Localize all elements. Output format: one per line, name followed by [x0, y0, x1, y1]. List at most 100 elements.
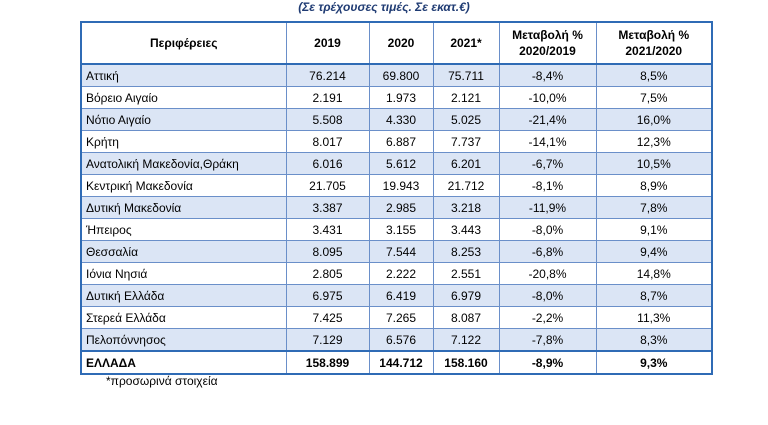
cell-value-2021: 3.443: [432, 218, 500, 241]
cell-value-2020: 7.265: [368, 306, 434, 329]
cell-change-2020-2019: -10,0%: [498, 86, 597, 109]
cell-change-2020-2019: -8,4%: [498, 63, 597, 87]
cell-value-2019: 21.705: [285, 174, 370, 197]
cell-value-2020: 6.887: [368, 130, 434, 153]
total-change-2020-2019: -8,9%: [498, 350, 597, 375]
cell-change-2021-2020: 10,5%: [595, 152, 713, 175]
cell-region: Βόρειο Αιγαίο: [80, 86, 287, 109]
cell-region: Κρήτη: [80, 130, 287, 153]
cell-value-2019: 7.425: [285, 306, 370, 329]
cell-value-2020: 19.943: [368, 174, 434, 197]
cell-value-2019: 7.129: [285, 328, 370, 352]
cell-value-2021: 7.122: [432, 328, 500, 352]
header-change1-line1: Μεταβολή %: [512, 28, 583, 42]
table-row: Ήπειρος 3.431 3.155 3.443 -8,0% 9,1%: [80, 218, 713, 241]
cell-value-2019: 5.508: [285, 108, 370, 131]
table-row: Κρήτη 8.017 6.887 7.737 -14,1% 12,3%: [80, 130, 713, 153]
cell-value-2020: 6.576: [368, 328, 434, 352]
total-value-2019: 158.899: [285, 350, 370, 375]
cell-value-2020: 69.800: [368, 63, 434, 87]
cell-change-2021-2020: 14,8%: [595, 262, 713, 285]
table-row: Πελοπόννησος 7.129 6.576 7.122 -7,8% 8,3%: [80, 328, 713, 352]
cell-region: Δυτική Μακεδονία: [80, 196, 287, 219]
cell-value-2020: 1.973: [368, 86, 434, 109]
cell-change-2020-2019: -6,7%: [498, 152, 597, 175]
cell-change-2021-2020: 16,0%: [595, 108, 713, 131]
cell-change-2020-2019: -20,8%: [498, 262, 597, 285]
table-row: Στερεά Ελλάδα 7.425 7.265 8.087 -2,2% 11,3%: [80, 306, 713, 329]
total-change-2021-2020: 9,3%: [595, 350, 713, 375]
cell-value-2021: 6.979: [432, 284, 500, 307]
cell-value-2019: 8.017: [285, 130, 370, 153]
header-change1-line2: 2020/2019: [519, 44, 576, 58]
cell-region: Ιόνια Νησιά: [80, 262, 287, 285]
cell-change-2021-2020: 7,5%: [595, 86, 713, 109]
header-2019: 2019: [285, 21, 370, 65]
header-2021: 2021*: [432, 21, 500, 65]
header-change2-line2: 2021/2020: [625, 44, 683, 58]
table-row: Αττική 76.214 69.800 75.711 -8,4% 8,5%: [80, 63, 713, 87]
cell-change-2021-2020: 8,3%: [595, 328, 713, 352]
cell-value-2021: 8.253: [432, 240, 500, 263]
table-subtitle: (Σε τρέχουσες τιμές. Σε εκατ.€): [298, 0, 470, 14]
cell-change-2020-2019: -6,8%: [498, 240, 597, 263]
cell-change-2021-2020: 9,4%: [595, 240, 713, 263]
table-row: Δυτική Ελλάδα 6.975 6.419 6.979 -8,0% 8,7%: [80, 284, 713, 307]
cell-value-2019: 3.431: [285, 218, 370, 241]
cell-change-2020-2019: -8,1%: [498, 174, 597, 197]
cell-value-2020: 2.985: [368, 196, 434, 219]
header-region: Περιφέρειες: [80, 21, 287, 65]
cell-value-2020: 7.544: [368, 240, 434, 263]
cell-value-2020: 2.222: [368, 262, 434, 285]
cell-region: Ήπειρος: [80, 218, 287, 241]
cell-region: Νότιο Αιγαίο: [80, 108, 287, 131]
cell-value-2021: 75.711: [432, 63, 500, 87]
header-change2-line1: Μεταβολή %: [618, 28, 690, 42]
table-row: Βόρειο Αιγαίο 2.191 1.973 2.121 -10,0% 7,5%: [80, 86, 713, 109]
cell-value-2021: 21.712: [432, 174, 500, 197]
table-row: Ιόνια Νησιά 2.805 2.222 2.551 -20,8% 14,8%: [80, 262, 713, 285]
cell-region: Πελοπόννησος: [80, 328, 287, 352]
cell-value-2021: 2.551: [432, 262, 500, 285]
cell-change-2020-2019: -11,9%: [498, 196, 597, 219]
total-value-2020: 144.712: [368, 350, 434, 375]
cell-region: Αττική: [80, 63, 287, 87]
total-region: ΕΛΛΑΔΑ: [80, 350, 287, 375]
cell-region: Στερεά Ελλάδα: [80, 306, 287, 329]
total-value-2021: 158.160: [432, 350, 500, 375]
table-row: Ανατολική Μακεδονία,Θράκη 6.016 5.612 6.201…: [80, 152, 713, 175]
cell-value-2021: 6.201: [432, 152, 500, 175]
table-row: Νότιο Αιγαίο 5.508 4.330 5.025 -21,4% 16,0%: [80, 108, 713, 131]
cell-change-2020-2019: -8,0%: [498, 218, 597, 241]
cell-value-2020: 3.155: [368, 218, 434, 241]
cell-change-2021-2020: 12,3%: [595, 130, 713, 153]
table-row: Κεντρική Μακεδονία 21.705 19.943 21.712 -8,1…: [80, 174, 713, 197]
cell-change-2021-2020: 11,3%: [595, 306, 713, 329]
cell-value-2021: 3.218: [432, 196, 500, 219]
table-row: Θεσσαλία 8.095 7.544 8.253 -6,8% 9,4%: [80, 240, 713, 263]
cell-change-2020-2019: -7,8%: [498, 328, 597, 352]
table-header-row: Περιφέρειες 2019 2020 2021* Μεταβολή % 2…: [80, 21, 713, 65]
cell-value-2021: 7.737: [432, 130, 500, 153]
footnote: *προσωρινά στοιχεία: [106, 374, 218, 388]
cell-change-2021-2020: 7,8%: [595, 196, 713, 219]
table-row: Δυτική Μακεδονία 3.387 2.985 3.218 -11,9% 7,8…: [80, 196, 713, 219]
cell-value-2021: 5.025: [432, 108, 500, 131]
cell-value-2020: 4.330: [368, 108, 434, 131]
cell-value-2019: 8.095: [285, 240, 370, 263]
cell-value-2019: 2.191: [285, 86, 370, 109]
cell-change-2020-2019: -8,0%: [498, 284, 597, 307]
cell-change-2020-2019: -2,2%: [498, 306, 597, 329]
cell-change-2021-2020: 9,1%: [595, 218, 713, 241]
cell-value-2019: 6.016: [285, 152, 370, 175]
header-change-2020-2019: Μεταβολή % 2020/2019: [498, 21, 597, 65]
cell-change-2020-2019: -14,1%: [498, 130, 597, 153]
cell-change-2021-2020: 8,7%: [595, 284, 713, 307]
cell-value-2020: 6.419: [368, 284, 434, 307]
cell-change-2020-2019: -21,4%: [498, 108, 597, 131]
regional-data-table: Περιφέρειες 2019 2020 2021* Μεταβολή % 2…: [80, 21, 713, 375]
cell-value-2019: 2.805: [285, 262, 370, 285]
cell-region: Δυτική Ελλάδα: [80, 284, 287, 307]
cell-value-2019: 76.214: [285, 63, 370, 87]
total-row: ΕΛΛΑΔΑ 158.899 144.712 158.160 -8,9% 9,3%: [80, 350, 713, 375]
